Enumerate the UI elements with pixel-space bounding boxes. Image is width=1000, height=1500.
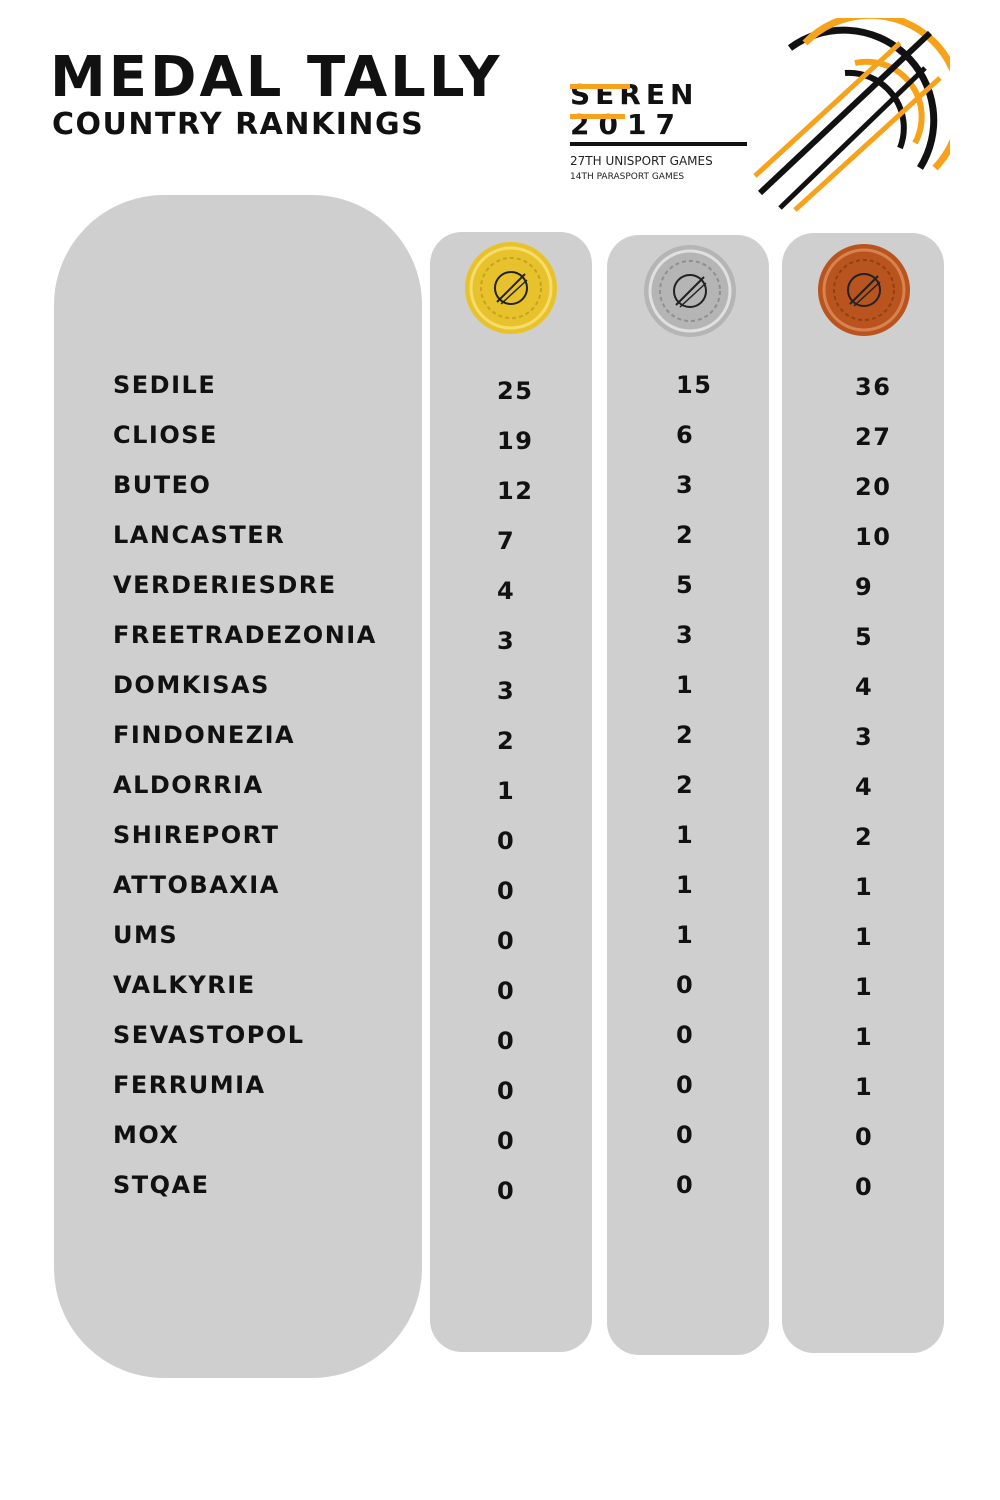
bronze-count: 1 [855, 1023, 874, 1051]
gold-count: 0 [497, 977, 516, 1005]
silver-count: 5 [676, 571, 695, 599]
country-name: CLIOSE [113, 421, 218, 449]
country-name: ATTOBAXIA [113, 871, 280, 899]
country-name: SEVASTOPOL [113, 1021, 305, 1049]
country-name: MOX [113, 1121, 180, 1149]
bronze-count: 27 [855, 423, 892, 451]
gold-count: 0 [497, 827, 516, 855]
country-name: VERDERIESDRE [113, 571, 337, 599]
gold-count: 3 [497, 627, 516, 655]
gold-count-list: 25 19 12 7 4 3 3 2 1 0 0 0 0 0 0 0 0 [497, 366, 533, 1216]
gold-count: 0 [497, 1077, 516, 1105]
games-logo-wordmark: SEREN 2017 27TH UNISPORT GAMES 14TH PARA… [570, 78, 747, 182]
country-name: FINDONEZIA [113, 721, 296, 749]
bronze-panel [782, 233, 944, 1353]
logo-line2: 2017 [570, 108, 684, 141]
bronze-medal-icon [818, 244, 910, 336]
country-name: BUTEO [113, 471, 212, 499]
silver-count: 2 [676, 771, 695, 799]
bronze-count: 36 [855, 373, 892, 401]
country-name: FREETRADEZONIA [113, 621, 377, 649]
logo-line1: SEREN [570, 78, 698, 111]
gold-count: 0 [497, 1027, 516, 1055]
country-name: ALDORRIA [113, 771, 264, 799]
logo-games-line2: 14TH PARASPORT GAMES [570, 172, 684, 182]
gold-count: 19 [497, 427, 534, 455]
silver-count: 1 [676, 821, 695, 849]
gold-count: 0 [497, 877, 516, 905]
silver-count: 15 [676, 371, 713, 399]
country-name: FERRUMIA [113, 1071, 266, 1099]
silver-count: 2 [676, 521, 695, 549]
silver-count: 0 [676, 1021, 695, 1049]
bronze-count: 4 [855, 673, 874, 701]
gold-count: 4 [497, 577, 516, 605]
gold-medal-icon [465, 242, 557, 334]
silver-count: 2 [676, 721, 695, 749]
page-subtitle: COUNTRY RANKINGS [52, 107, 425, 142]
bronze-count: 9 [855, 573, 874, 601]
bronze-count: 5 [855, 623, 874, 651]
silver-count: 1 [676, 871, 695, 899]
silver-count: 6 [676, 421, 695, 449]
bronze-count: 1 [855, 973, 874, 1001]
country-name: VALKYRIE [113, 971, 256, 999]
silver-count: 0 [676, 971, 695, 999]
silver-count: 0 [676, 1171, 695, 1199]
silver-count-list: 15 6 3 2 5 3 1 2 2 1 1 1 0 0 0 0 0 [676, 360, 712, 1210]
country-name: DOMKISAS [113, 671, 270, 699]
silver-count: 1 [676, 921, 695, 949]
gold-count: 1 [497, 777, 516, 805]
countries-panel [54, 195, 422, 1378]
archery-logo-icon [753, 18, 950, 212]
silver-medal-icon [644, 245, 736, 337]
gold-panel [430, 232, 592, 1352]
country-list: SEDILE CLIOSE BUTEO LANCASTER VERDERIESD… [113, 360, 377, 1210]
bronze-count: 0 [855, 1173, 874, 1201]
gold-count: 2 [497, 727, 516, 755]
silver-count: 1 [676, 671, 695, 699]
gold-count: 7 [497, 527, 516, 555]
bronze-count: 2 [855, 823, 874, 851]
bronze-count: 3 [855, 723, 874, 751]
country-name: SHIREPORT [113, 821, 280, 849]
bronze-count: 1 [855, 873, 874, 901]
gold-count: 0 [497, 1177, 516, 1205]
bronze-count: 20 [855, 473, 892, 501]
bronze-count: 1 [855, 923, 874, 951]
silver-count: 0 [676, 1071, 695, 1099]
bronze-count: 0 [855, 1123, 874, 1151]
bronze-count: 4 [855, 773, 874, 801]
silver-count: 0 [676, 1121, 695, 1149]
seren-2017-wordmark: SEREN 2017 [570, 78, 698, 141]
silver-panel [607, 235, 769, 1355]
gold-count: 0 [497, 1127, 516, 1155]
logo-games-line1: 27TH UNISPORT GAMES [570, 154, 713, 168]
logo-divider [570, 142, 747, 146]
gold-count: 3 [497, 677, 516, 705]
country-name: SEDILE [113, 371, 217, 399]
bronze-count: 1 [855, 1073, 874, 1101]
gold-count: 25 [497, 377, 534, 405]
silver-count: 3 [676, 471, 695, 499]
gold-count: 0 [497, 927, 516, 955]
bronze-count: 10 [855, 523, 892, 551]
country-name: UMS [113, 921, 179, 949]
page-title: MEDAL TALLY [50, 45, 503, 110]
country-name: STQAE [113, 1171, 210, 1199]
silver-count: 3 [676, 621, 695, 649]
gold-count: 12 [497, 477, 534, 505]
bronze-count-list: 36 27 20 10 9 5 4 3 4 2 1 1 1 1 1 0 0 [855, 362, 891, 1212]
country-name: LANCASTER [113, 521, 286, 549]
